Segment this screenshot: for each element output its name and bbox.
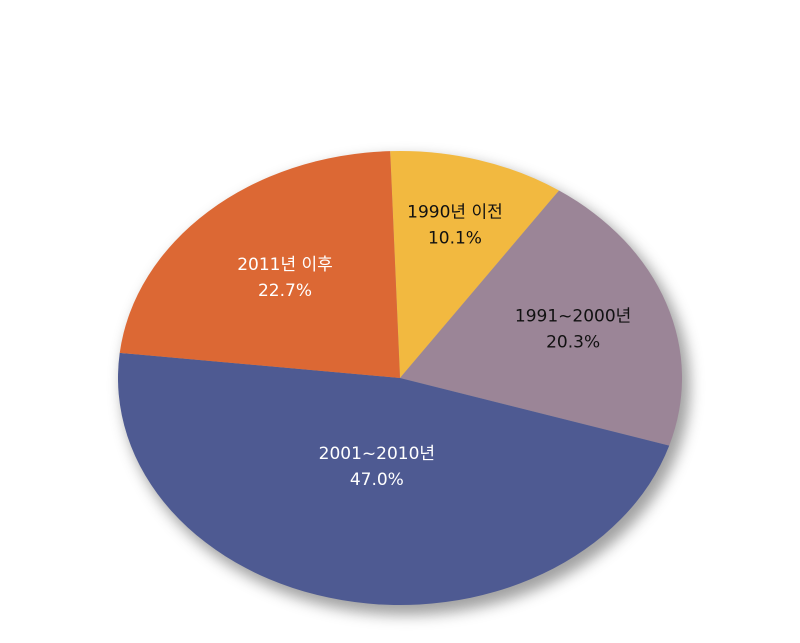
- value-label: 20.3%: [546, 333, 600, 353]
- pie-slice: [119, 151, 401, 378]
- slice-label: 2011년 이후: [237, 255, 333, 275]
- pie-slice: [400, 190, 682, 446]
- slice-label: 1990년 이전: [407, 202, 503, 222]
- labels: 1990년 이전 10.1% 1991~2000년 20.3% 2001~2010년 47…: [237, 202, 631, 489]
- slice-label: 2001~2010년: [319, 444, 435, 464]
- pie-slice: [118, 352, 670, 605]
- slice-label: 1991~2000년: [515, 307, 631, 327]
- value-label: 10.1%: [428, 228, 482, 248]
- value-label: 22.7%: [258, 281, 312, 301]
- pie-slice: [390, 150, 560, 378]
- value-label: 47.0%: [350, 470, 404, 490]
- pie: [118, 150, 682, 605]
